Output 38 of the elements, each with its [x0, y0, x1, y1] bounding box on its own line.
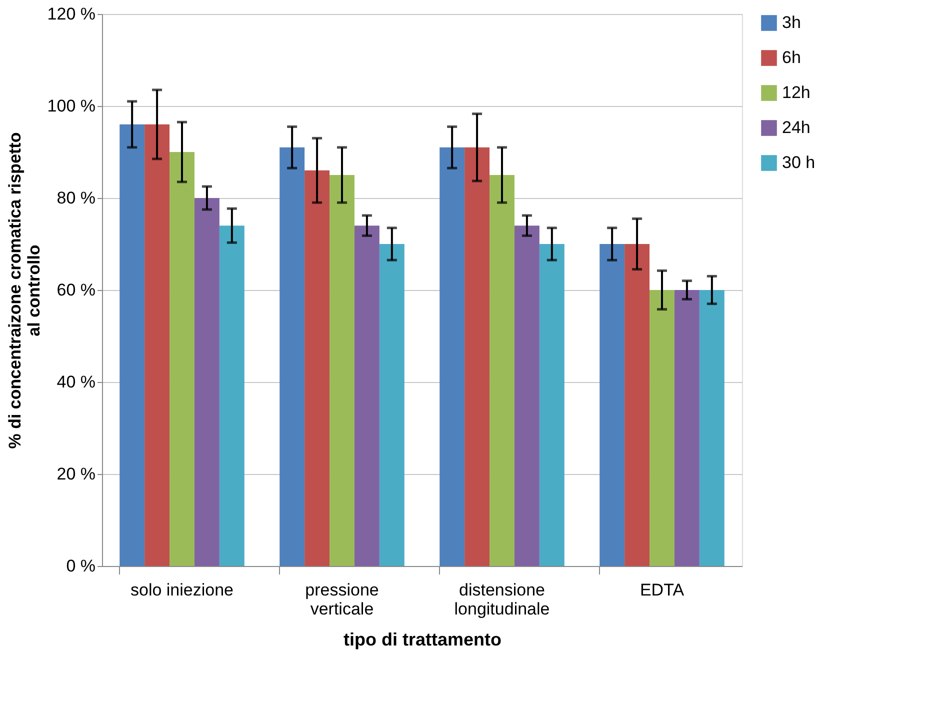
legend-label: 12h	[782, 83, 810, 102]
bar	[650, 290, 674, 566]
y-tick-label: 80 %	[56, 188, 96, 208]
bar	[624, 244, 650, 566]
legend-label: 3h	[782, 13, 801, 32]
bar	[514, 226, 540, 566]
bar	[120, 124, 145, 566]
y-tick-label: 40 %	[56, 372, 96, 392]
bar	[170, 152, 194, 566]
bar	[699, 290, 724, 566]
y-tick-label: 100 %	[47, 96, 96, 116]
bar	[600, 244, 625, 566]
bar	[330, 175, 354, 566]
bar	[194, 198, 220, 566]
bar	[674, 290, 700, 566]
legend-label: 30 h	[782, 153, 816, 172]
bar	[464, 147, 490, 566]
bar	[304, 170, 330, 566]
legend-label: 24h	[782, 118, 810, 137]
x-tick-label: distensione longitudinale	[454, 580, 550, 618]
bar	[440, 147, 465, 566]
bar	[490, 175, 514, 566]
bar	[379, 244, 404, 566]
y-tick-label: 20 %	[56, 464, 96, 484]
x-tick-label: EDTA	[640, 580, 685, 600]
x-tick-label: solo iniezione	[130, 580, 234, 600]
y-tick-label: 60 %	[56, 280, 96, 300]
x-tick-label: pressione verticale	[305, 580, 379, 618]
bar	[539, 244, 564, 566]
bar	[144, 124, 170, 566]
bar	[280, 147, 305, 566]
y-tick-label: 120 %	[47, 4, 96, 24]
bar	[219, 226, 244, 566]
y-axis-title: % di concentraizone cromatica rispetto al controllo	[5, 132, 44, 449]
x-axis-title: tipo di trattamento	[344, 630, 502, 650]
legend-label: 6h	[782, 48, 801, 67]
y-tick-label: 0 %	[66, 556, 96, 576]
bar	[354, 226, 380, 566]
